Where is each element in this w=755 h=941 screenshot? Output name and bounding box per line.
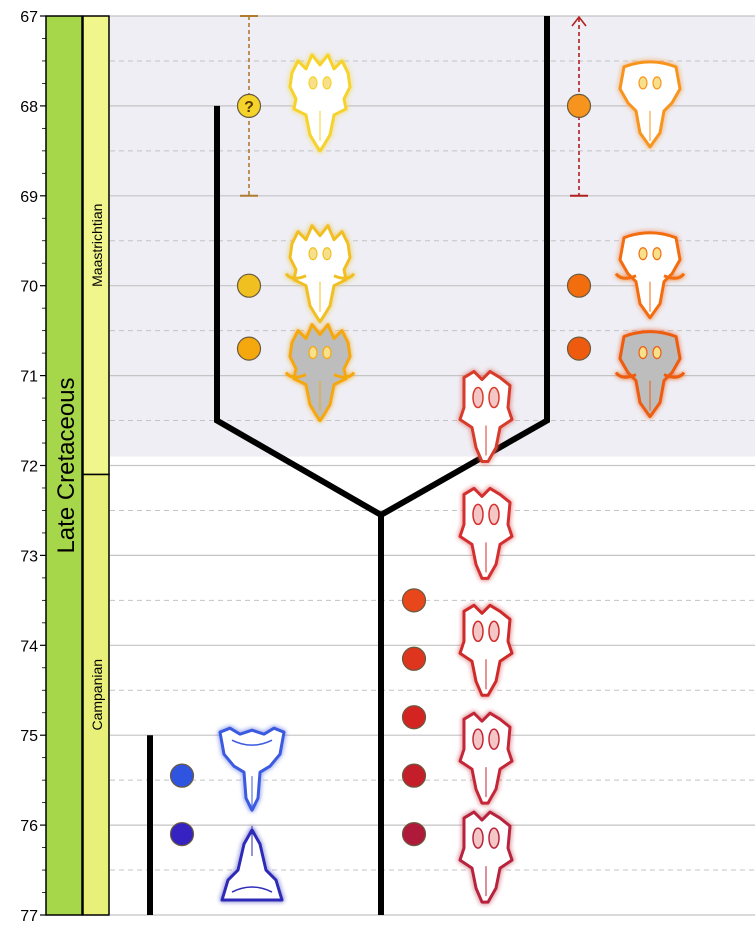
brow-horn-right [333,371,356,379]
skull-frill [288,53,352,153]
fenestra-left [638,346,648,360]
age-tick-label: 74 [20,638,38,655]
stage-bar-0 [82,15,110,476]
brow-horn-right [663,371,686,379]
occurrence-dot-5 [566,336,592,361]
fenestra-right [652,247,662,261]
stage-label-0: Maastrichtian [89,204,105,287]
age-tick-label: 67 [20,9,38,26]
age-tick-label: 75 [20,728,38,745]
age-tick-label: 68 [20,99,38,116]
occurrence-dot-9 [401,763,427,788]
skull-frill [618,231,682,320]
brow-horn-right [663,272,686,280]
stage-bar-1 [82,473,110,916]
skull-10 [458,810,514,904]
occurrence-glyph: ? [244,99,254,116]
skull-9 [458,711,514,805]
epoch-label: Late Cretaceous [53,377,80,553]
fenestra-right [322,346,332,360]
occurrence-dot-6 [401,588,427,613]
skull-frill [618,60,682,149]
fenestra-left [308,346,318,360]
left-branch [214,105,383,518]
fenestra-right [488,728,500,750]
right-branch [379,16,550,518]
age-tick-label: 69 [20,189,38,206]
age-tick-label: 72 [20,459,38,476]
occurrence-dot-3 [566,93,592,119]
skull-12 [220,826,284,902]
skull-11 [218,726,286,812]
fenestra-left [472,503,484,526]
age-tick-label: 70 [20,279,38,296]
brow-horn-left [284,272,307,280]
fenestra-right [488,503,500,526]
fenestra-right [322,247,332,261]
occurrence-dot-8 [401,705,427,730]
skull-2 [284,323,356,423]
skull-8 [458,603,514,697]
occurrence-dot-11 [169,763,195,788]
age-tick-label: 76 [20,818,38,835]
age-tick-label: 77 [20,908,38,925]
skull-1 [284,224,356,324]
skull-6 [458,370,514,464]
brow-horn-left [614,272,637,280]
epoch-bar [45,15,83,916]
fenestra-left [308,76,318,90]
fenestra-left [472,728,484,750]
fenestra-right [488,386,500,409]
age-tick-label: 71 [20,369,38,386]
skull-frill [220,828,284,902]
fenestra-left [308,247,318,261]
skull-5 [614,330,686,419]
brow-horn-left [614,371,637,379]
skull-frill [218,726,286,812]
occurrence-dot-4 [566,273,592,298]
occurrence-dot-1 [236,273,262,298]
fenestra-left [472,827,484,849]
skull-0 [288,53,352,153]
skull-3 [618,60,682,149]
occurrence-dot-10 [401,821,427,847]
skull-4 [614,231,686,320]
fenestra-right [652,346,662,360]
occurrence-dot-2 [236,336,262,361]
frill-ridge [231,739,273,746]
fenestra-right [488,620,500,643]
occurrence-dot-0 [236,93,262,119]
skull-7 [458,486,514,580]
age-tick-label: 73 [20,548,38,565]
fenestra-right [652,76,662,90]
fenestra-left [472,386,484,409]
stage-label-1: Campanian [89,659,105,731]
brow-horn-right [333,272,356,280]
open-range-upward-arrowhead [571,15,587,27]
occurrence-dot-12 [169,821,195,847]
fenestra-right [488,827,500,849]
fenestra-left [638,247,648,261]
fenestra-right [322,76,332,90]
occurrence-dot-7 [401,646,427,671]
frill-ridge [231,886,273,893]
brow-horn-left [284,371,307,379]
skull-frill [618,330,682,419]
fenestra-left [638,76,648,90]
fenestra-left [472,620,484,643]
